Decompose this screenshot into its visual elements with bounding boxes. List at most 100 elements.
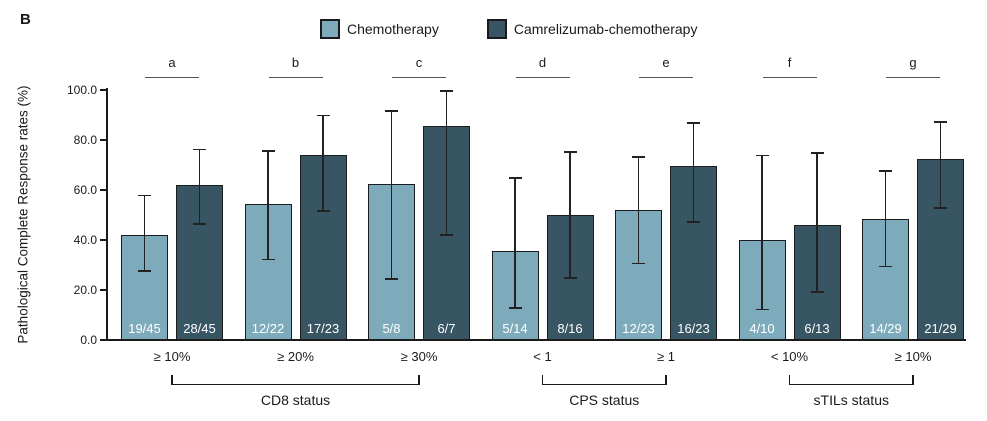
error-bar-cap-top xyxy=(755,154,769,157)
error-bar-cap-top xyxy=(193,148,206,151)
error-bar-line xyxy=(445,91,448,235)
bar-count-label: 5/14 xyxy=(502,321,528,336)
error-bar-line xyxy=(390,111,393,279)
section-bracket-bottom xyxy=(172,383,419,385)
significance-line xyxy=(762,77,817,79)
panel-label: B xyxy=(20,11,31,28)
error-bar-line xyxy=(637,157,640,264)
error-bar-cap-top xyxy=(138,194,151,197)
x-tick-label: ≥ 10% xyxy=(894,349,932,364)
bar-count-label: 28/45 xyxy=(183,321,216,336)
error-bar-line xyxy=(816,152,818,292)
error-bar-cap-top xyxy=(810,151,824,154)
error-bar-cap-bottom xyxy=(261,258,275,261)
error-bar-cap-bottom xyxy=(687,221,700,224)
y-tick-mark xyxy=(100,139,106,141)
error-bar-cap-top xyxy=(687,122,700,124)
significance-letter: c xyxy=(415,55,423,70)
error-bar-line xyxy=(884,171,887,267)
x-axis-line xyxy=(105,339,966,341)
chart-legend: Chemotherapy Camrelizumab-chemotherapy xyxy=(320,19,697,39)
error-bar-cap-bottom xyxy=(440,233,453,236)
bar-count-label: 5/8 xyxy=(382,321,401,336)
bar-count-label: 6/7 xyxy=(437,321,456,336)
section-label: sTILs status xyxy=(813,392,889,408)
error-bar-cap-top xyxy=(440,90,453,92)
bar-count-label: 21/29 xyxy=(924,321,957,336)
error-bar-line xyxy=(514,177,516,308)
error-bar-cap-bottom xyxy=(632,262,645,265)
error-bar-line xyxy=(569,151,571,279)
y-tick-mark xyxy=(100,89,106,91)
y-tick-label: 100.0 xyxy=(66,83,97,97)
error-bar-cap-top xyxy=(879,170,892,173)
error-bar-cap-bottom xyxy=(316,210,330,212)
significance-letter: b xyxy=(291,55,300,70)
error-bar-cap-bottom xyxy=(508,307,522,309)
y-tick-label: 60.0 xyxy=(73,183,97,197)
legend-item-camrelizumab: Camrelizumab-chemotherapy xyxy=(486,19,698,39)
significance-letter: f xyxy=(787,55,792,70)
chemotherapy-swatch-icon xyxy=(320,19,340,39)
bar-count-label: 17/23 xyxy=(306,321,340,336)
error-bar-line xyxy=(692,123,695,223)
error-bar-line xyxy=(761,155,763,310)
significance-letter: e xyxy=(662,55,670,70)
section-label: CPS status xyxy=(569,392,640,408)
error-bar-cap-bottom xyxy=(563,277,577,280)
section-bracket-right xyxy=(418,375,420,385)
error-bar-line xyxy=(198,149,201,224)
legend-label: Chemotherapy xyxy=(347,21,439,37)
error-bar-cap-bottom xyxy=(810,291,824,293)
section-bracket-right xyxy=(912,375,914,385)
y-axis-line xyxy=(106,88,108,341)
error-bar-cap-top xyxy=(563,150,577,153)
significance-letter: g xyxy=(909,55,917,70)
legend-label: Camrelizumab-chemotherapy xyxy=(513,21,698,37)
bar-count-label: 12/22 xyxy=(251,321,285,336)
bar-count-label: 8/16 xyxy=(557,321,583,336)
significance-line xyxy=(639,77,693,79)
error-bar-cap-top xyxy=(508,176,522,179)
x-tick-label: ≥ 10% xyxy=(153,349,191,364)
error-bar-cap-top xyxy=(385,110,398,113)
error-bar-cap-top xyxy=(632,156,645,158)
y-tick-mark xyxy=(100,339,106,341)
section-bracket-bottom xyxy=(789,383,913,385)
bar-count-label: 6/13 xyxy=(804,321,830,336)
significance-letter: a xyxy=(168,55,176,70)
error-bar-line xyxy=(322,115,324,211)
significance-line xyxy=(515,77,570,79)
significance-line xyxy=(268,77,323,79)
error-bar-line xyxy=(267,151,269,260)
y-tick-label: 20.0 xyxy=(73,283,97,297)
y-tick-label: 40.0 xyxy=(73,233,97,247)
bar-count-label: 12/23 xyxy=(622,321,655,336)
section-bracket-bottom xyxy=(542,383,666,385)
x-tick-label: ≥ 30% xyxy=(400,349,438,364)
error-bar-cap-bottom xyxy=(138,269,151,272)
error-bar-cap-bottom xyxy=(755,308,769,311)
significance-letter: d xyxy=(538,55,547,70)
y-tick-label: 80.0 xyxy=(73,133,97,147)
camrelizumab-swatch-icon xyxy=(486,19,507,39)
significance-line xyxy=(145,77,199,79)
section-bracket-left xyxy=(788,375,791,385)
significance-line xyxy=(886,77,940,79)
bar-count-label: 16/23 xyxy=(677,321,710,336)
section-bracket-right xyxy=(665,375,667,385)
x-tick-label: < 10% xyxy=(770,349,809,364)
legend-item-chemotherapy: Chemotherapy xyxy=(320,19,439,39)
error-bar-cap-bottom xyxy=(934,207,947,209)
error-bar-line xyxy=(143,195,146,271)
section-bracket-left xyxy=(541,375,544,385)
error-bar-cap-bottom xyxy=(385,277,398,280)
x-tick-label: ≥ 20% xyxy=(277,349,314,364)
x-tick-label: ≥ 1 xyxy=(657,349,675,364)
y-tick-mark xyxy=(100,189,106,191)
error-bar-line xyxy=(939,121,942,208)
error-bar-cap-bottom xyxy=(879,265,892,268)
bar-count-label: 4/10 xyxy=(749,321,775,336)
bar-count-label: 14/29 xyxy=(869,321,902,336)
